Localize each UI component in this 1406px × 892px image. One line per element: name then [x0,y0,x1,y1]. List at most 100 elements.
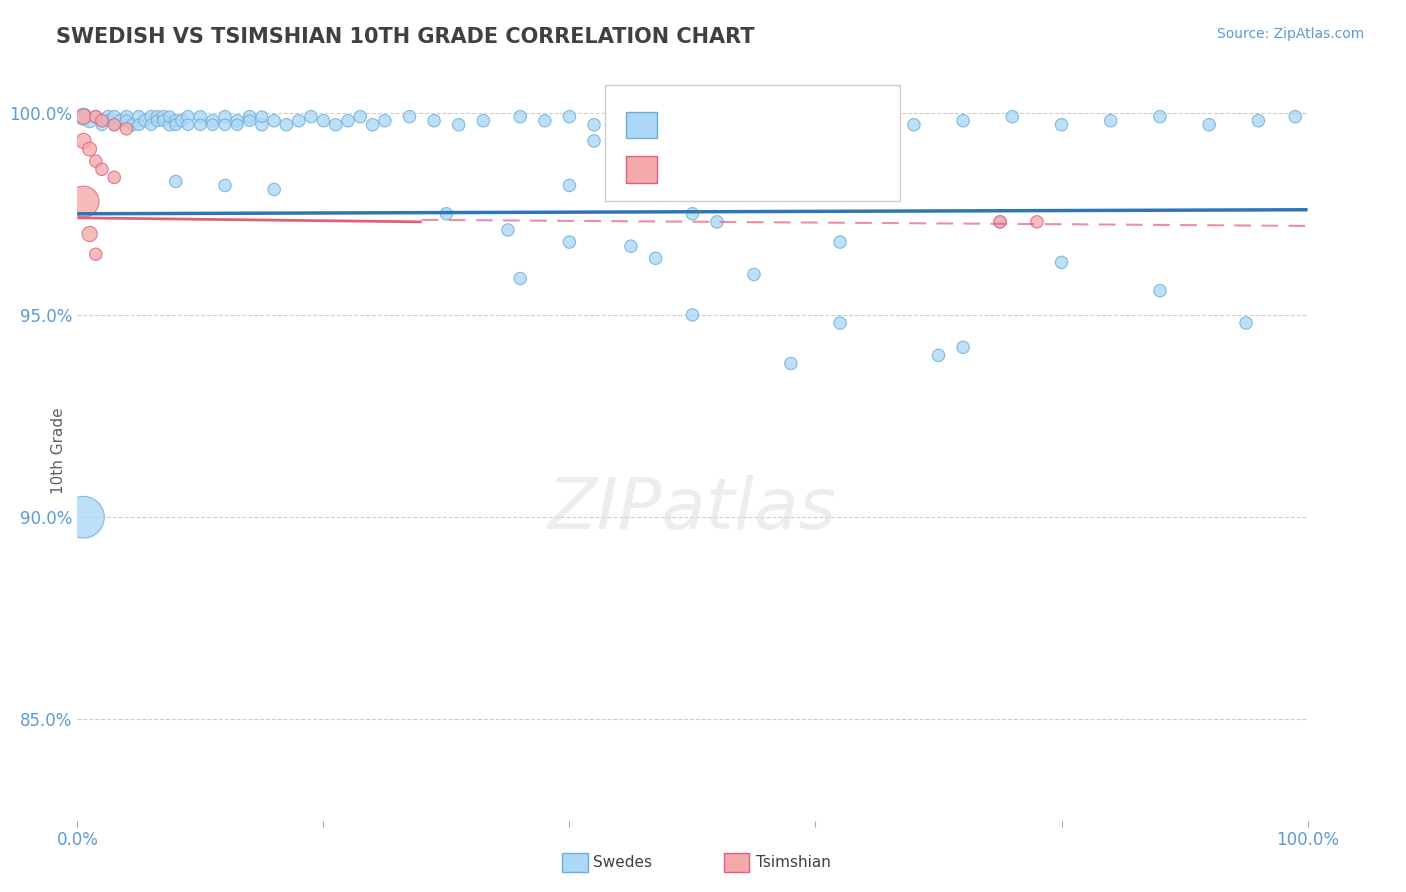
Point [607,113,630,128]
Point [398,110,420,124]
Point [1149,284,1171,298]
Point [214,110,236,124]
Text: R = 0.004   N = 105: R = 0.004 N = 105 [665,114,872,132]
Point [97,113,120,128]
Point [349,110,371,124]
Point [115,121,138,136]
Point [742,134,765,148]
Point [288,113,311,128]
Text: Swedes: Swedes [593,855,652,870]
Point [780,356,803,370]
Point [165,174,187,188]
Point [988,215,1011,229]
Text: ZIPatlas: ZIPatlas [548,475,837,544]
Point [263,182,285,196]
Point [84,110,107,124]
Point [682,207,704,221]
Point [110,113,132,128]
Point [853,110,876,124]
Point [509,271,531,285]
Point [97,110,120,124]
Point [165,118,187,132]
Point [79,142,101,156]
Point [103,110,125,124]
Point [534,113,557,128]
Point [214,178,236,193]
Point [682,113,704,128]
Text: Source: ZipAtlas.com: Source: ZipAtlas.com [1216,27,1364,41]
Point [804,113,827,128]
Point [177,118,200,132]
Point [682,308,704,322]
Y-axis label: 10th Grade: 10th Grade [51,407,66,494]
Point [146,110,169,124]
Point [633,110,655,124]
Point [165,113,187,128]
Point [84,154,107,169]
Point [558,178,581,193]
Point [79,227,101,241]
Point [159,110,181,124]
Point [152,113,174,128]
Text: SWEDISH VS TSIMSHIAN 10TH GRADE CORRELATION CHART: SWEDISH VS TSIMSHIAN 10TH GRADE CORRELAT… [56,27,755,46]
Point [830,316,852,330]
Point [447,118,470,132]
Point [134,113,156,128]
Point [312,113,335,128]
Point [583,118,606,132]
Point [239,113,262,128]
Point [1050,255,1073,269]
Point [250,118,273,132]
Point [201,118,224,132]
Point [706,110,728,124]
Point [496,223,519,237]
Point [159,118,181,132]
Point [509,110,531,124]
Point [115,110,138,124]
Point [952,113,974,128]
Point [337,113,360,128]
Point [657,118,679,132]
Point [742,268,765,282]
Point [755,118,778,132]
Point [583,134,606,148]
Point [72,510,94,524]
Point [141,110,163,124]
Point [90,113,114,128]
Point [72,110,94,124]
Point [472,113,495,128]
Point [1001,110,1024,124]
Point [1198,118,1220,132]
Point [84,110,107,124]
Point [84,247,107,261]
Point [1234,316,1257,330]
Point [72,194,94,209]
Point [115,113,138,128]
Point [374,113,396,128]
Point [1149,110,1171,124]
Point [250,110,273,124]
Text: Tsimshian: Tsimshian [756,855,831,870]
Point [903,118,925,132]
Point [188,118,212,132]
Point [263,113,285,128]
Point [988,215,1011,229]
Point [177,110,200,124]
Point [1284,110,1306,124]
Point [1247,113,1270,128]
Point [103,118,125,132]
Point [103,170,125,185]
Point [72,110,94,124]
Point [214,118,236,132]
Point [170,113,193,128]
Point [79,113,101,128]
Point [620,239,643,253]
Point [226,113,249,128]
Point [1099,113,1122,128]
Point [188,110,212,124]
Point [866,166,889,180]
Point [128,110,150,124]
Point [239,110,262,124]
Point [90,118,114,132]
Point [226,118,249,132]
